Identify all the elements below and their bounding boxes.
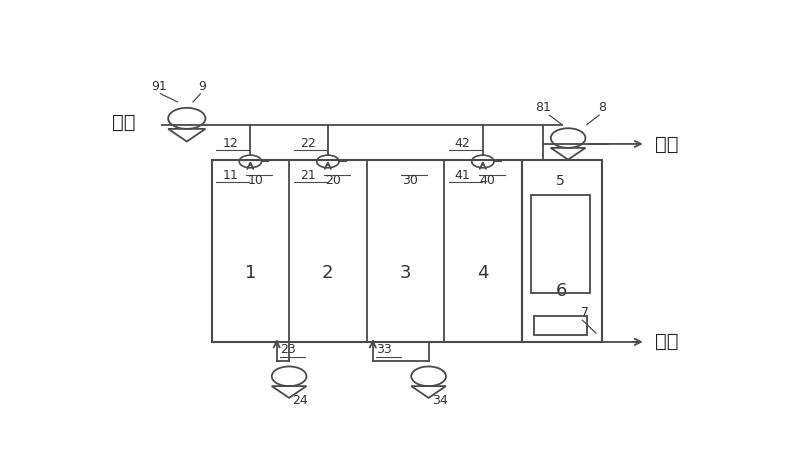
Text: 10: 10 [247,174,263,187]
Text: 23: 23 [280,343,295,356]
Text: 33: 33 [376,343,392,356]
Text: 12: 12 [222,137,238,150]
Text: 污水: 污水 [112,113,136,132]
Text: 24: 24 [292,394,308,407]
Bar [522,160,602,342]
Text: 2: 2 [322,263,334,282]
Text: 3: 3 [400,263,411,282]
Text: 清水: 清水 [655,134,678,153]
Text: 8: 8 [598,101,606,114]
Text: 42: 42 [454,137,470,150]
Text: 91: 91 [151,80,166,93]
Text: 5: 5 [556,174,565,188]
Text: 22: 22 [300,137,315,150]
Bar [211,160,522,342]
Text: 41: 41 [454,169,470,182]
Bar [534,316,586,335]
Text: 34: 34 [432,394,447,407]
Text: 20: 20 [325,174,341,187]
Text: 11: 11 [222,169,238,182]
Text: 9: 9 [198,80,206,93]
Text: 21: 21 [300,169,315,182]
Text: 81: 81 [535,101,551,114]
Text: 污泥: 污泥 [655,333,678,351]
Text: 30: 30 [402,174,418,187]
Text: 4: 4 [477,263,489,282]
Text: 1: 1 [245,263,256,282]
Text: 7: 7 [581,306,589,319]
Text: 6: 6 [556,282,567,300]
Text: 40: 40 [480,174,496,187]
Bar [531,195,590,293]
